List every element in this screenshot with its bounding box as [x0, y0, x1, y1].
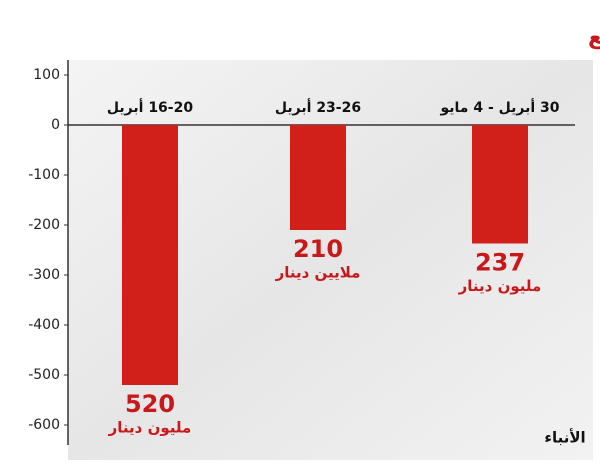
chart-title: تراجع القيمة الرأسمالية للبورصة في أخر 3… — [588, 21, 600, 50]
y-tick-label: 100 — [33, 67, 60, 83]
y-tick-label: -200 — [28, 217, 60, 233]
x-tick-label: 16-20 أبريل — [107, 98, 193, 116]
x-tick-label: 23-26 أبريل — [275, 98, 361, 116]
y-tick-label: -300 — [28, 267, 60, 283]
value-unit: ملايين دينار — [275, 264, 361, 282]
value-label: 237 — [475, 249, 525, 277]
bar — [290, 125, 346, 230]
y-tick-label: -400 — [28, 317, 60, 333]
brand-logo: الأنباء — [544, 429, 585, 447]
x-tick-label: 30 أبريل - 4 مايو — [439, 98, 559, 116]
y-tick-label: -600 — [28, 417, 60, 433]
y-tick-label: -500 — [28, 367, 60, 383]
y-tick-label: 0 — [51, 117, 60, 133]
value-unit: مليون دينار — [458, 277, 542, 295]
value-unit: مليون دينار — [108, 419, 192, 437]
bar — [472, 125, 528, 244]
bar — [122, 125, 178, 385]
y-tick-label: -100 — [28, 167, 60, 183]
value-label: 520 — [125, 390, 175, 418]
value-label: 210 — [293, 235, 343, 263]
